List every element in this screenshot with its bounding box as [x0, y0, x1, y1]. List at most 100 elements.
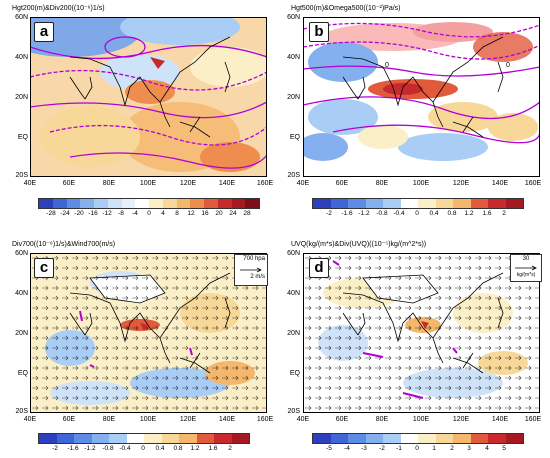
lon-label: 120E [179, 416, 197, 423]
colorbar-tick: 0.8 [173, 445, 183, 452]
lon-label: 100E [139, 416, 157, 423]
lon-label: 160E [524, 180, 542, 187]
panel-a-title: Hgt200(m)&Div200((10⁻⁶)1/s) [12, 5, 105, 12]
colorbar-tick: 8 [175, 210, 179, 217]
colorbar-tick: 0 [415, 445, 419, 452]
colorbar-c [38, 433, 250, 444]
colorbar-tick: -24 [60, 210, 70, 217]
lon-label: 140E [491, 180, 509, 187]
colorbar-tick: -4 [344, 445, 350, 452]
lon-label: 120E [452, 180, 470, 187]
lat-label: 40N [15, 54, 28, 61]
lat-label: EQ [17, 134, 28, 141]
colorbar-tick: 5 [502, 445, 506, 452]
lon-label: 40E [23, 180, 37, 187]
colorbar-tick: 2 [450, 445, 454, 452]
lat-label: 20S [15, 408, 28, 415]
panel-d-title: UVQ(kg/(m*s)&Div(UVQ)((10⁻⁵)kg/(m^2*s)) [291, 241, 427, 248]
lon-label: 60E [62, 180, 76, 187]
lat-label: 60N [15, 250, 28, 257]
colorbar-tick: -1.6 [67, 445, 79, 452]
colorbar-tick: -4 [132, 210, 138, 217]
reference-arrow-icon [515, 265, 537, 271]
reference-magnitude: 30 [522, 256, 530, 262]
reference-vector-c: 700 hpa 2 m/s [234, 254, 268, 286]
contour-label: 0 [385, 62, 389, 69]
lat-label: EQ [289, 370, 300, 377]
colorbar-tick: -0.8 [376, 210, 388, 217]
lon-label: 60E [335, 416, 349, 423]
colorbar-tick: -20 [74, 210, 84, 217]
colorbar-tick: -1.2 [84, 445, 96, 452]
lon-label: 80E [102, 416, 116, 423]
lon-label: 160E [256, 416, 274, 423]
lat-label: 20N [15, 330, 28, 337]
lon-label: 140E [218, 180, 236, 187]
colorbar-tick: 24 [229, 210, 237, 217]
colorbar-tick: 28 [243, 210, 251, 217]
colorbar-tick: 12 [187, 210, 195, 217]
lat-label: EQ [289, 134, 300, 141]
colorbar-a [38, 198, 260, 209]
lon-label: 120E [179, 180, 197, 187]
colorbar-tick: 20 [215, 210, 223, 217]
lon-label: 60E [335, 180, 349, 187]
reference-magnitude: 2 m/s [250, 274, 265, 280]
lon-label: 40E [23, 416, 37, 423]
lon-label: 80E [375, 180, 389, 187]
lat-label: 20S [287, 172, 300, 179]
colorbar-tick: 0 [147, 210, 151, 217]
panel-b-letter: b [309, 22, 329, 42]
colorbar-tick: 16 [201, 210, 209, 217]
lat-label: 40N [15, 290, 28, 297]
panel-d-map [303, 253, 540, 413]
colorbar-b [312, 198, 524, 209]
colorbar-tick: -2 [379, 445, 385, 452]
lat-label: 40N [287, 54, 300, 61]
lat-label: 60N [287, 250, 300, 257]
lon-label: 160E [256, 180, 274, 187]
colorbar-tick: 2 [228, 445, 232, 452]
lat-label: EQ [17, 370, 28, 377]
panel-c-letter: c [34, 258, 54, 278]
colorbar-d [312, 433, 524, 444]
lat-label: 20N [15, 94, 28, 101]
colorbar-tick: -0.4 [119, 445, 131, 452]
lat-label: 20S [15, 172, 28, 179]
lon-label: 60E [62, 416, 76, 423]
reference-level: 700 hpa [243, 256, 265, 262]
lat-label: 60N [287, 14, 300, 21]
colorbar-tick: -2 [326, 210, 332, 217]
reference-arrow-icon [240, 267, 262, 273]
panel-c-map [30, 253, 267, 413]
lon-label: 100E [412, 416, 430, 423]
colorbar-tick: -5 [326, 445, 332, 452]
lon-label: 40E [296, 180, 310, 187]
colorbar-tick: -0.4 [393, 210, 405, 217]
colorbar-tick: 4 [161, 210, 165, 217]
lon-label: 140E [218, 416, 236, 423]
colorbar-tick: -1 [396, 445, 402, 452]
colorbar-tick: 0 [415, 210, 419, 217]
colorbar-tick: 0.4 [429, 210, 439, 217]
lon-label: 100E [412, 180, 430, 187]
lon-label: 40E [296, 416, 310, 423]
lat-label: 40N [287, 290, 300, 297]
lon-label: 160E [524, 416, 542, 423]
contour-label: 0 [506, 62, 510, 69]
colorbar-tick: 1.2 [464, 210, 474, 217]
colorbar-tick: 1.6 [208, 445, 218, 452]
lon-label: 80E [375, 416, 389, 423]
lon-label: 80E [102, 180, 116, 187]
panel-a-map [30, 17, 267, 177]
panel-b-map [303, 17, 540, 177]
panel-d-letter: d [309, 258, 329, 278]
colorbar-tick: -8 [118, 210, 124, 217]
lat-label: 60N [15, 14, 28, 21]
lat-label: 20N [287, 330, 300, 337]
colorbar-tick: -1.2 [358, 210, 370, 217]
colorbar-tick: -2 [52, 445, 58, 452]
colorbar-tick: 1.6 [482, 210, 492, 217]
reference-unit: kg/(m*s) [516, 272, 536, 278]
colorbar-tick: 0.4 [155, 445, 165, 452]
